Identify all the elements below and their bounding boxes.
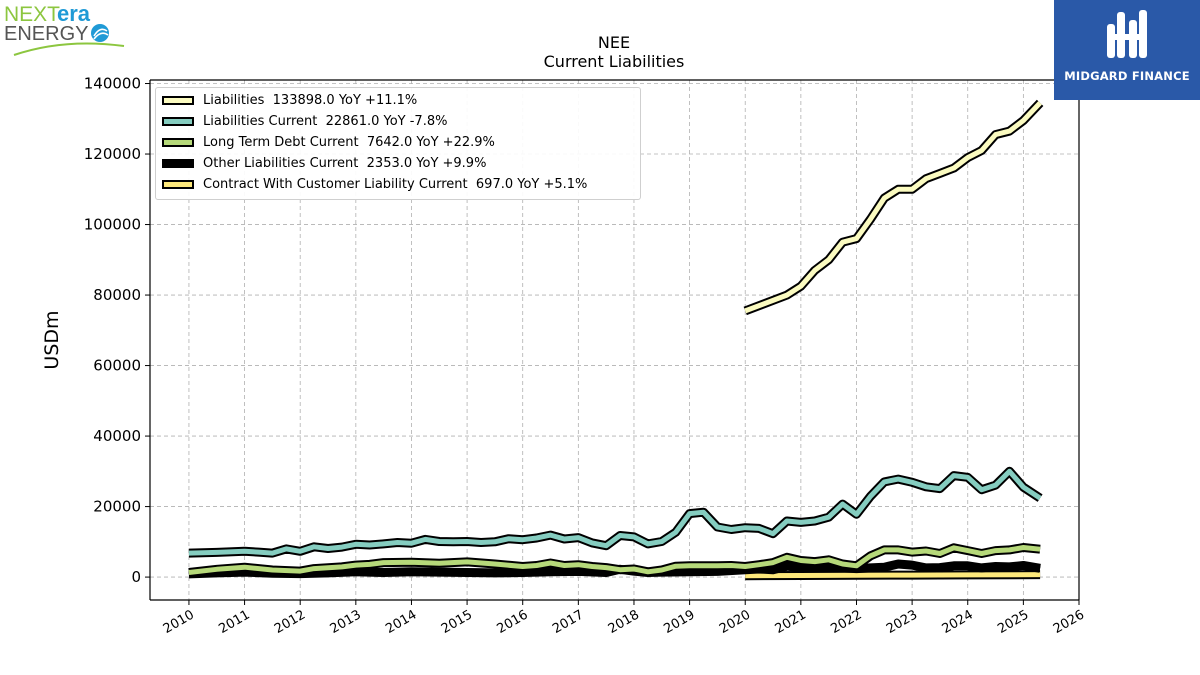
y-tick-label: 120000: [84, 145, 141, 163]
midgard-emblem-icon: [1107, 10, 1147, 58]
legend-swatch-long-term-debt-current: [162, 137, 194, 147]
series-line-long-term-debt-current: [188, 545, 1041, 575]
y-tick-label: 0: [131, 568, 141, 586]
x-tick-label: 2024: [940, 607, 976, 637]
legend-item-contract-liability: Contract With Customer Liability Current…: [162, 175, 587, 193]
legend-swatch-liabilities-current: [162, 116, 194, 126]
midgard-finance-logo: MIDGARD FINANCE: [1054, 0, 1200, 100]
chart-subtitle: Current Liabilities: [543, 52, 685, 71]
x-tick-label: 2023: [884, 607, 920, 637]
y-tick-label: 80000: [93, 286, 141, 304]
x-tick-label: 2015: [439, 607, 475, 637]
logo-swoosh: [13, 42, 125, 56]
x-tick-label: 2013: [328, 607, 364, 637]
legend-item-long-term-debt-current: Long Term Debt Current 7642.0 YoY +22.9%: [162, 133, 495, 151]
x-tick-label: 2012: [272, 607, 308, 637]
series-line-liabilities: [744, 101, 1042, 314]
series-line-contract-with-customer-liability-current: [745, 572, 1041, 579]
legend-swatch-contract-liability: [162, 179, 194, 189]
legend-swatch-other-liabilities-current: [162, 158, 194, 168]
nextera-energy-logo: NEXT era ENERGY: [4, 1, 134, 62]
legend-item-other-liabilities-current: Other Liabilities Current 2353.0 YoY +9.…: [162, 154, 486, 172]
x-tick-label: 2017: [550, 607, 586, 637]
x-tick-label: 2010: [161, 607, 197, 637]
midgard-finance-text: MIDGARD FINANCE: [1064, 69, 1190, 83]
legend-label-other-liabilities-current: Other Liabilities Current 2353.0 YoY +9.…: [203, 155, 487, 171]
x-tick-label: 2020: [717, 607, 753, 637]
series-line-other-liabilities-current: [188, 561, 1041, 577]
y-tick-label: 40000: [93, 427, 141, 445]
x-tick-label: 2014: [383, 607, 419, 637]
legend-label-long-term-debt-current: Long Term Debt Current 7642.0 YoY +22.9%: [203, 134, 495, 150]
y-tick-label: 100000: [84, 216, 141, 234]
y-tick-label: 140000: [84, 75, 141, 93]
logo-word-energy: ENERGY: [4, 23, 88, 45]
legend-item-liabilities: Liabilities 133898.0 YoY +11.1%: [162, 91, 417, 109]
x-tick-label: 2022: [828, 607, 864, 637]
legend-label-liabilities-current: Liabilities Current 22861.0 YoY -7.8%: [203, 113, 448, 129]
legend-swatch-liabilities: [162, 95, 194, 105]
x-tick-label: 2011: [216, 607, 252, 637]
legend-item-liabilities-current: Liabilities Current 22861.0 YoY -7.8%: [162, 112, 447, 130]
y-axis-label: USDm: [41, 310, 63, 369]
x-tick-label: 2025: [995, 607, 1031, 637]
x-tick-label: 2021: [773, 607, 809, 637]
legend-label-contract-liability: Contract With Customer Liability Current…: [203, 176, 588, 192]
y-tick-label: 60000: [93, 357, 141, 375]
x-tick-label: 2026: [1051, 607, 1087, 637]
x-tick-label: 2018: [606, 607, 642, 637]
logo-word-era: era: [57, 2, 91, 26]
logo-word-next: NEXT: [4, 3, 60, 26]
legend-label-liabilities: Liabilities 133898.0 YoY +11.1%: [203, 92, 418, 108]
x-tick-label: 2019: [661, 607, 697, 637]
legend: Liabilities 133898.0 YoY +11.1% Liabilit…: [155, 87, 641, 200]
series-line-liabilities-current: [188, 468, 1042, 556]
y-tick-label: 20000: [93, 498, 141, 516]
x-tick-label: 2016: [495, 607, 531, 637]
chart-title: NEE: [597, 33, 631, 52]
